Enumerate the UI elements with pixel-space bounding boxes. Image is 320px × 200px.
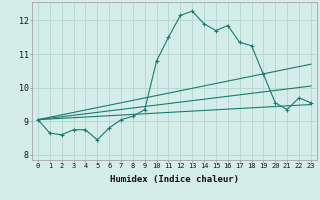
X-axis label: Humidex (Indice chaleur): Humidex (Indice chaleur) — [110, 175, 239, 184]
